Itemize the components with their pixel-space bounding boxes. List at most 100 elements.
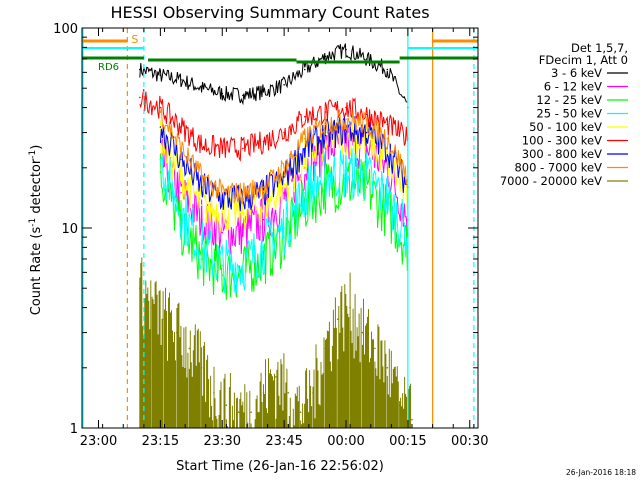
data-point (304, 137, 306, 140)
legend-label: 300 - 800 keV (522, 147, 602, 161)
series-3-6-kev (139, 43, 409, 109)
data-point (345, 106, 347, 109)
data-point (365, 147, 368, 150)
flag-rd6: RD6 (82, 56, 478, 73)
data-point (283, 198, 285, 200)
data-point (365, 123, 368, 126)
data-point (299, 411, 302, 414)
data-point (180, 176, 182, 178)
data-point (386, 198, 389, 200)
x-tick-label: 23:00 (80, 434, 117, 449)
data-point (283, 167, 285, 169)
y-axis-label: Count Rate (s-1 detector-1) (28, 145, 44, 316)
flag-saa: S (82, 33, 478, 49)
data-point (200, 246, 203, 249)
x-tick-label: 00:15 (389, 434, 426, 449)
legend-entry: 6 - 12 keV (544, 80, 628, 94)
data-point (312, 392, 314, 394)
data-point (163, 318, 166, 321)
axes: 23:00 23:15 23:30 23:45 00:00 00:15 00:30 1 10 10… (53, 22, 488, 449)
chart-title: HESSI Observing Summary Count Rates (110, 3, 429, 22)
y-axis-label-main: Count Rate (s (29, 227, 44, 316)
data-point (365, 113, 368, 116)
data-point (262, 204, 265, 206)
data-point (262, 392, 265, 394)
legend-entry: 12 - 25 keV (536, 93, 628, 107)
data-point (242, 192, 244, 194)
data-point (200, 176, 203, 178)
data-point (139, 68, 141, 71)
data-point (304, 147, 306, 150)
data-point (262, 246, 265, 249)
legend-label: 12 - 25 keV (536, 93, 602, 107)
data-point (221, 231, 224, 234)
data-point (180, 79, 182, 81)
legend-header-line2: FDecim 1, Att 0 (539, 53, 628, 67)
data-point (324, 134, 327, 137)
data-point (361, 331, 364, 334)
data-point (365, 186, 368, 188)
data-point (200, 367, 203, 369)
data-point (324, 347, 327, 350)
data-point (304, 158, 306, 161)
legend-label: 7000 - 20000 keV (500, 174, 602, 188)
data-point (242, 94, 244, 97)
data-point (188, 347, 191, 350)
flag-bars: S RD6 (82, 33, 478, 73)
x-tick-label: 23:45 (265, 434, 302, 449)
flag-rd6-label: RD6 (98, 62, 119, 73)
data-point (411, 418, 413, 421)
data-point (283, 186, 285, 188)
data-point (180, 147, 182, 150)
legend-label: 100 - 300 keV (522, 134, 602, 148)
data-point (159, 111, 162, 113)
data-point (159, 74, 162, 77)
data-point (213, 392, 215, 394)
data-point (242, 231, 244, 234)
data-point (304, 115, 306, 118)
data-point (262, 91, 265, 93)
data-point (262, 186, 265, 188)
data-point (180, 211, 182, 213)
data-point (250, 411, 252, 414)
data-point (275, 376, 277, 378)
data-point (221, 192, 224, 194)
x-tick-label: 00:30 (451, 434, 488, 449)
series-trace-100-300-kev (139, 89, 408, 162)
data-point (324, 111, 327, 113)
y-axis-label-tail: detector (29, 158, 44, 218)
data-point (221, 264, 224, 267)
data-point (176, 331, 178, 334)
y-tick-label: 10 (61, 222, 78, 237)
series-trace-7000-20000-kev (139, 257, 412, 428)
vertical-markers (82, 28, 475, 428)
data-point (238, 411, 240, 414)
timestamp: 26-Jan-2016 18:18 (566, 468, 636, 477)
data-point (304, 68, 306, 71)
data-point (283, 84, 285, 86)
legend-label: 800 - 7000 keV (514, 161, 602, 175)
data-point (159, 171, 162, 173)
y-tick-label: 1 (70, 422, 78, 437)
series-7000-20000-kev (139, 257, 413, 428)
legend-entry: 3 - 6 keV (551, 66, 628, 80)
data-point (151, 306, 153, 309)
plot-area (139, 43, 413, 428)
data-point (180, 192, 182, 194)
data-point (386, 68, 389, 71)
series-trace-25-50-kev (159, 148, 408, 294)
legend-header-line1: Det 1,5,7, (571, 41, 628, 55)
data-point (200, 144, 203, 146)
data-point (365, 131, 368, 134)
legend-label: 6 - 12 keV (544, 80, 602, 94)
legend-entry: 7000 - 20000 keV (500, 174, 628, 188)
data-point (386, 137, 389, 140)
data-point (345, 48, 347, 51)
data-point (242, 264, 244, 267)
data-point (200, 87, 203, 89)
legend-label: 3 - 6 keV (551, 66, 602, 80)
x-tick-label: 00:00 (327, 434, 364, 449)
data-point (304, 192, 306, 194)
